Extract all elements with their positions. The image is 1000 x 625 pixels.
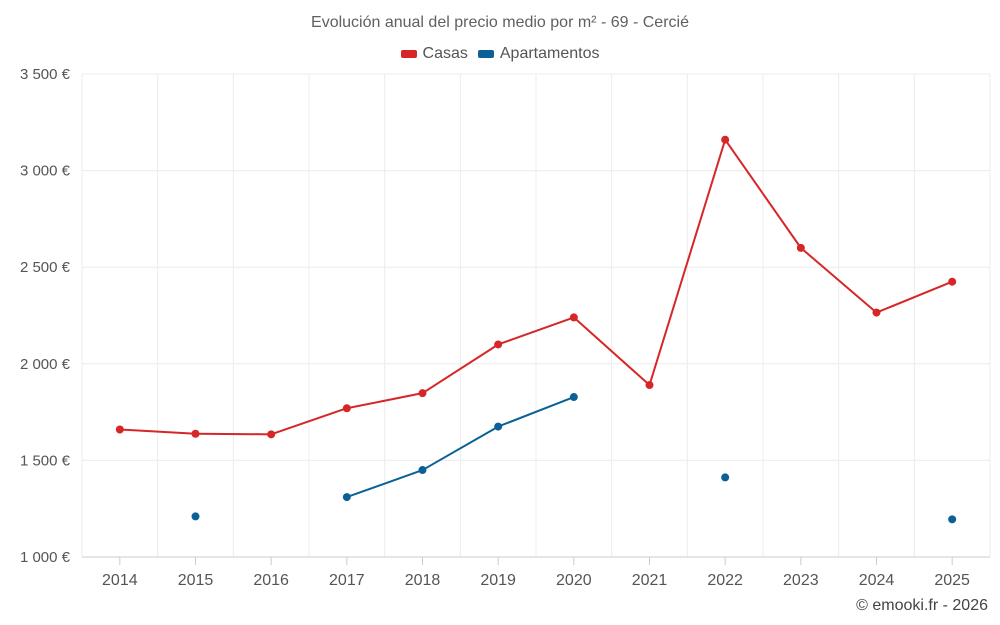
x-tick-label: 2023: [783, 572, 819, 589]
series-line-casas: [270, 407, 348, 436]
series-line-apartamentos: [345, 469, 424, 499]
data-point-casas-2016: [267, 430, 276, 439]
series-line-casas: [345, 392, 424, 410]
legend-item-apartamentos[interactable]: Apartamentos: [477, 45, 600, 63]
y-tick-label: 1 000 €: [20, 549, 71, 566]
y-tick-label: 3 500 €: [20, 66, 71, 83]
legend-item-casas[interactable]: Casas: [400, 45, 468, 63]
x-tick-label: 2014: [102, 572, 138, 589]
x-tick-label: 2024: [859, 572, 895, 589]
series-line-casas: [648, 138, 727, 387]
series-line-casas: [421, 343, 500, 395]
data-point-casas-2017: [342, 404, 351, 413]
y-tick-label: 1 500 €: [20, 452, 71, 469]
series-line-apartamentos: [497, 396, 575, 428]
x-tick-label: 2025: [934, 572, 970, 589]
legend-label-casas: Casas: [422, 45, 468, 62]
data-point-casas-2025: [948, 277, 957, 286]
data-point-apartamentos-2019: [494, 422, 503, 431]
y-tick-label: 2 500 €: [20, 259, 71, 276]
y-tick-label: 3 000 €: [20, 163, 71, 180]
data-point-casas-2014: [115, 425, 124, 434]
data-point-apartamentos-2015: [191, 512, 200, 521]
x-tick-label: 2015: [178, 572, 214, 589]
data-point-apartamentos-2017: [342, 493, 351, 502]
series-line-casas: [572, 316, 651, 387]
chart-title: Evolución anual del precio medio por m² …: [311, 14, 689, 31]
data-point-apartamentos-2025: [948, 515, 957, 524]
series-line-casas: [799, 246, 878, 314]
series-line-casas: [497, 316, 575, 346]
data-point-casas-2018: [418, 389, 427, 398]
series-line-casas: [118, 428, 197, 435]
legend: Casas Apartamentos: [0, 45, 1000, 63]
data-point-apartamentos-2018: [418, 466, 427, 475]
x-tick-label: 2020: [556, 572, 592, 589]
data-point-casas-2019: [494, 340, 503, 349]
series-line-apartamentos: [421, 425, 500, 472]
data-point-casas-2015: [191, 429, 200, 438]
data-point-apartamentos-2022: [721, 473, 730, 482]
y-tick-label: 2 000 €: [20, 356, 71, 373]
data-point-apartamentos-2020: [569, 393, 578, 402]
legend-label-apartamentos: Apartamentos: [499, 45, 600, 62]
x-tick-label: 2016: [253, 572, 289, 589]
data-point-casas-2024: [872, 308, 881, 317]
legend-swatch-apartamentos: [477, 50, 494, 58]
x-tick-label: 2021: [632, 572, 668, 589]
data-point-casas-2020: [569, 313, 578, 322]
series-line-casas: [875, 280, 954, 314]
data-point-casas-2021: [645, 381, 654, 390]
series-line-casas: [724, 138, 802, 249]
data-point-casas-2023: [796, 243, 805, 252]
data-point-casas-2022: [721, 135, 730, 144]
series-line-casas: [194, 432, 273, 436]
x-tick-label: 2018: [405, 572, 441, 589]
x-tick-label: 2022: [707, 572, 743, 589]
legend-swatch-casas: [400, 50, 417, 58]
credit-text: © emooki.fr - 2026: [856, 597, 988, 614]
x-tick-label: 2019: [480, 572, 516, 589]
x-tick-label: 2017: [329, 572, 365, 589]
